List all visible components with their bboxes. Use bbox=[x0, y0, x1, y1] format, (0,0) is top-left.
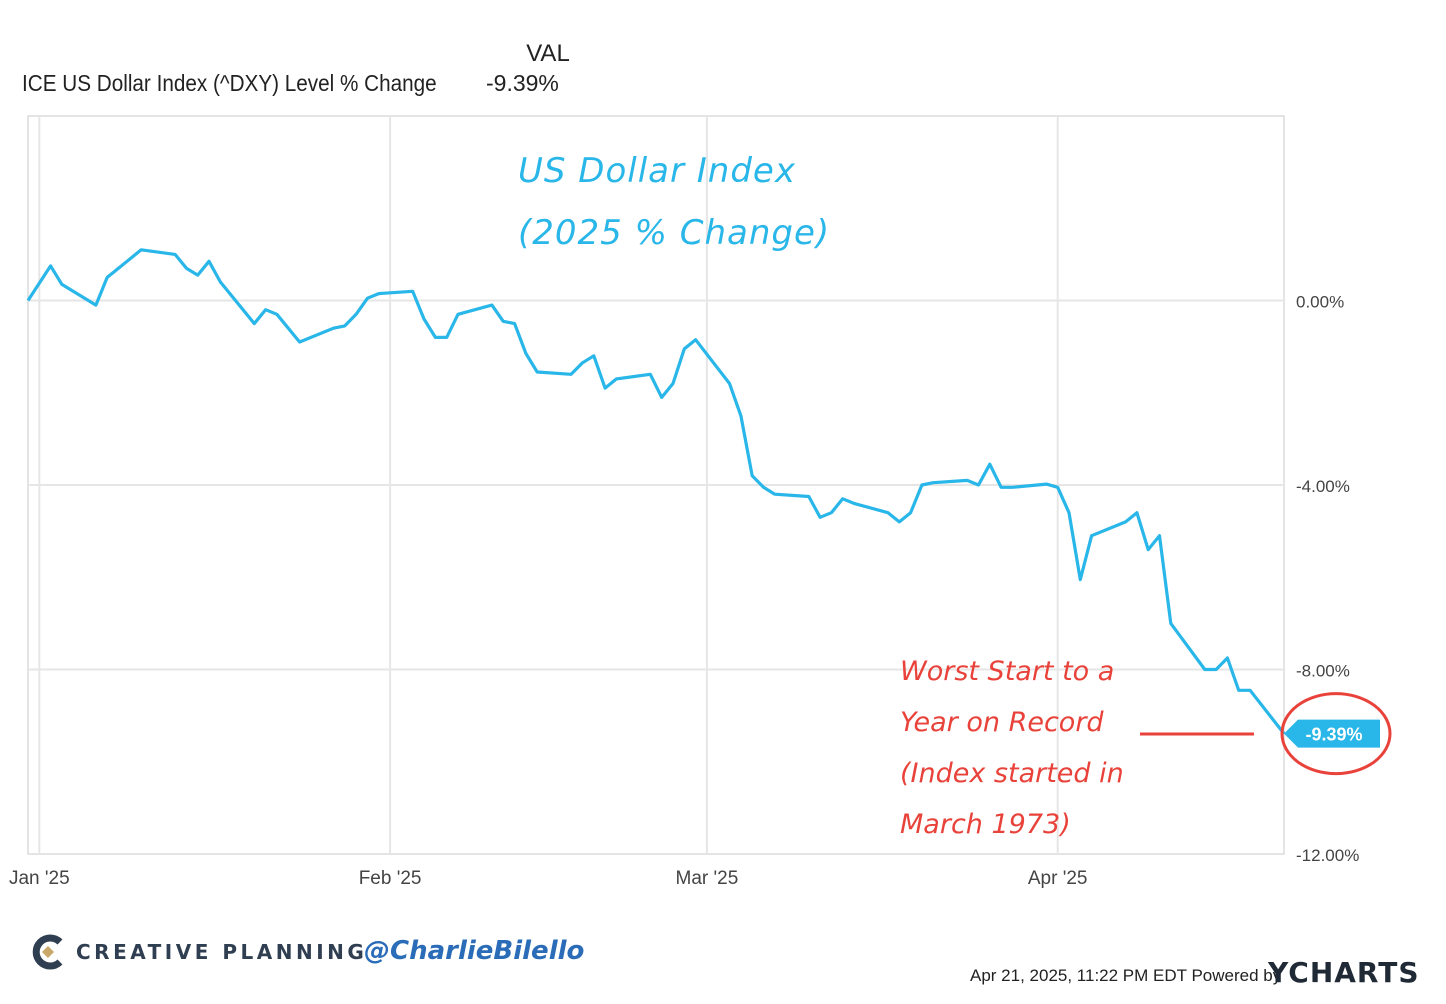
record-annotation-line: (Index started in bbox=[900, 758, 1124, 789]
legend-series-value: -9.39% bbox=[486, 70, 559, 96]
footer-brand-name: CREATIVE PLANNING bbox=[76, 940, 368, 964]
end-value-label: -9.39% bbox=[1305, 725, 1362, 745]
footer-twitter-handle: @CharlieBilello bbox=[364, 936, 585, 966]
title-annotation-line: US Dollar Index bbox=[518, 151, 796, 191]
ycharts-logo: YCHARTS bbox=[1268, 956, 1420, 989]
creative-planning-logo: CREATIVE PLANNING bbox=[30, 934, 367, 970]
series-line bbox=[26, 248, 1286, 735]
x-tick-label: Mar '25 bbox=[676, 868, 739, 889]
title-annotation-line: (2025 % Change) bbox=[518, 213, 830, 253]
highlight-ellipse bbox=[1280, 692, 1392, 776]
footer-timestamp: Apr 21, 2025, 11:22 PM EDT Powered by bbox=[970, 966, 1282, 985]
record-annotation-line: Year on Record bbox=[900, 707, 1104, 738]
record-annotation-line: Worst Start to a bbox=[900, 656, 1114, 687]
y-tick-label: -8.00% bbox=[1296, 662, 1350, 681]
x-tick-label: Apr '25 bbox=[1028, 868, 1088, 889]
legend-series-name: ICE US Dollar Index (^DXY) Level % Chang… bbox=[22, 70, 437, 96]
y-tick-label: -12.00% bbox=[1296, 846, 1359, 865]
y-tick-label: -4.00% bbox=[1296, 477, 1350, 496]
x-tick-label: Jan '25 bbox=[9, 868, 70, 889]
x-tick-label: Feb '25 bbox=[359, 868, 422, 889]
creative-planning-logo-icon bbox=[32, 934, 63, 970]
record-annotation-line: March 1973) bbox=[900, 809, 1071, 840]
y-tick-label: 0.00% bbox=[1296, 293, 1344, 312]
legend-column-header: VAL bbox=[526, 40, 570, 67]
end-value-callout bbox=[1284, 719, 1380, 748]
